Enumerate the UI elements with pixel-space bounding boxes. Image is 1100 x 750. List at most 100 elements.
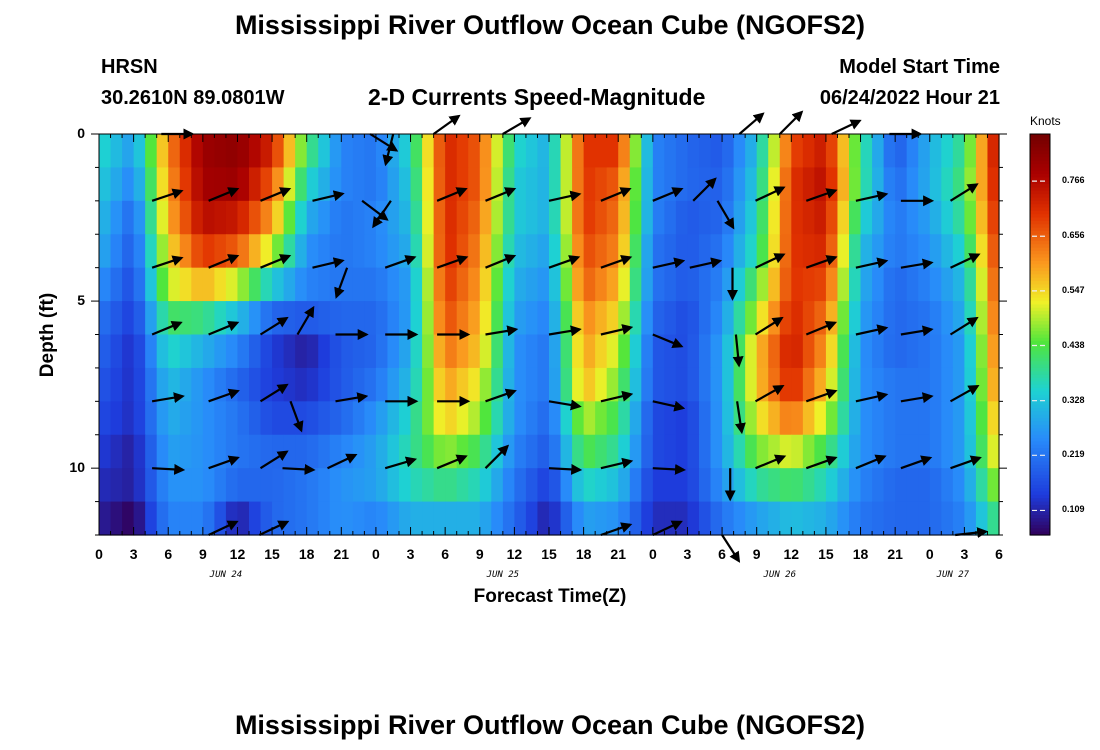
heatmap-cell [595,501,608,536]
heatmap-cell [906,301,919,336]
heatmap-cell [745,301,758,336]
heatmap-cell [629,301,642,336]
heatmap-cell [549,401,562,436]
heatmap-cell [779,434,792,469]
colorbar-segment [1030,237,1050,242]
heatmap-cell [237,167,250,202]
heatmap-cell [791,134,804,169]
heatmap-cell [756,234,769,269]
heatmap-cell [295,501,308,536]
heatmap-cell [549,468,562,503]
heatmap-cell [306,301,319,336]
heatmap-cell [895,501,908,536]
heatmap-cell [768,234,781,269]
heatmap-cell [433,434,446,469]
heatmap-cell [779,234,792,269]
heatmap-cell [722,167,735,202]
heatmap-cell [560,301,573,336]
heatmap-cell [791,200,804,235]
heatmap-cell [156,401,169,436]
heatmap-cell [202,468,215,503]
heatmap-cell [191,267,204,302]
heatmap-cell [779,367,792,402]
heatmap-cell [145,468,158,503]
heatmap-cell [699,267,712,302]
heatmap-cell [906,334,919,369]
current-vector [372,200,392,229]
heatmap-cell [99,234,112,269]
heatmap-cell [629,468,642,503]
colorbar-segment [1030,504,1050,509]
heatmap-cell [410,367,423,402]
heatmap-cell [537,334,550,369]
heatmap-cell [883,401,896,436]
current-vector [855,454,887,470]
heatmap-cell [99,200,112,235]
heatmap-cell [860,367,873,402]
heatmap-cell [525,200,539,235]
heatmap-cell [260,301,273,336]
heatmap-cell [214,301,227,336]
colorbar-segment [1030,431,1050,436]
heatmap-cell [549,301,562,336]
heatmap-cell [479,267,492,302]
x-tick-label: 6 [718,546,726,562]
heatmap-cell [537,167,550,202]
heatmap-cell [791,267,804,302]
heatmap-cell [814,167,827,202]
heatmap-cell [537,468,550,503]
heatmap-cell [237,200,250,235]
colorbar-segment [1030,438,1050,443]
heatmap-cell [733,367,746,402]
heatmap-cell [225,501,239,536]
heatmap-cell [814,200,827,235]
colorbar-segment [1030,498,1050,503]
heatmap-cell [306,267,319,302]
heatmap-cell [975,200,989,235]
heatmap-cell [583,167,596,202]
heatmap-cell [745,434,758,469]
heatmap-cell [341,401,354,436]
current-vector [260,254,292,269]
x-tick-label: 12 [783,546,800,562]
heatmap-cell [537,401,550,436]
heatmap-cell [214,367,227,402]
heatmap-cell [375,301,389,336]
heatmap-cell [652,434,665,469]
heatmap-cell [202,200,215,235]
heatmap-cell [860,134,873,169]
heatmap-cell [883,267,896,302]
heatmap-cell [387,401,400,436]
heatmap-cell [606,367,619,402]
heatmap-cell [779,200,792,235]
heatmap-cell [652,200,665,235]
heatmap-cell [860,334,873,369]
heatmap-cell [918,267,931,302]
current-vector [755,454,787,470]
heatmap-cell [329,200,342,235]
heatmap-cell [422,234,435,269]
current-vector [949,183,979,202]
heatmap-cell [318,334,331,369]
heatmap-cell [260,334,273,369]
heatmap-cell [837,468,850,503]
heatmap-cell [260,267,273,302]
heatmap-cell [606,334,619,369]
heatmap-cell [595,401,608,436]
heatmap-cell [514,167,527,202]
heatmap-cell [837,267,850,302]
heatmap-cell [825,367,839,402]
heatmap-cell [410,301,423,336]
x-tick-label: 0 [648,546,657,562]
heatmap-cell [179,468,192,503]
heatmap-cell [918,167,931,202]
date-label: JUN 27 [936,570,970,580]
heatmap-cell [849,367,862,402]
heatmap-cell [99,434,112,469]
colorbar-segment [1030,267,1050,272]
heatmap-cell [941,134,954,169]
heatmap-cell [537,367,550,402]
heatmap-cell [860,200,873,235]
heatmap-cell [525,234,539,269]
